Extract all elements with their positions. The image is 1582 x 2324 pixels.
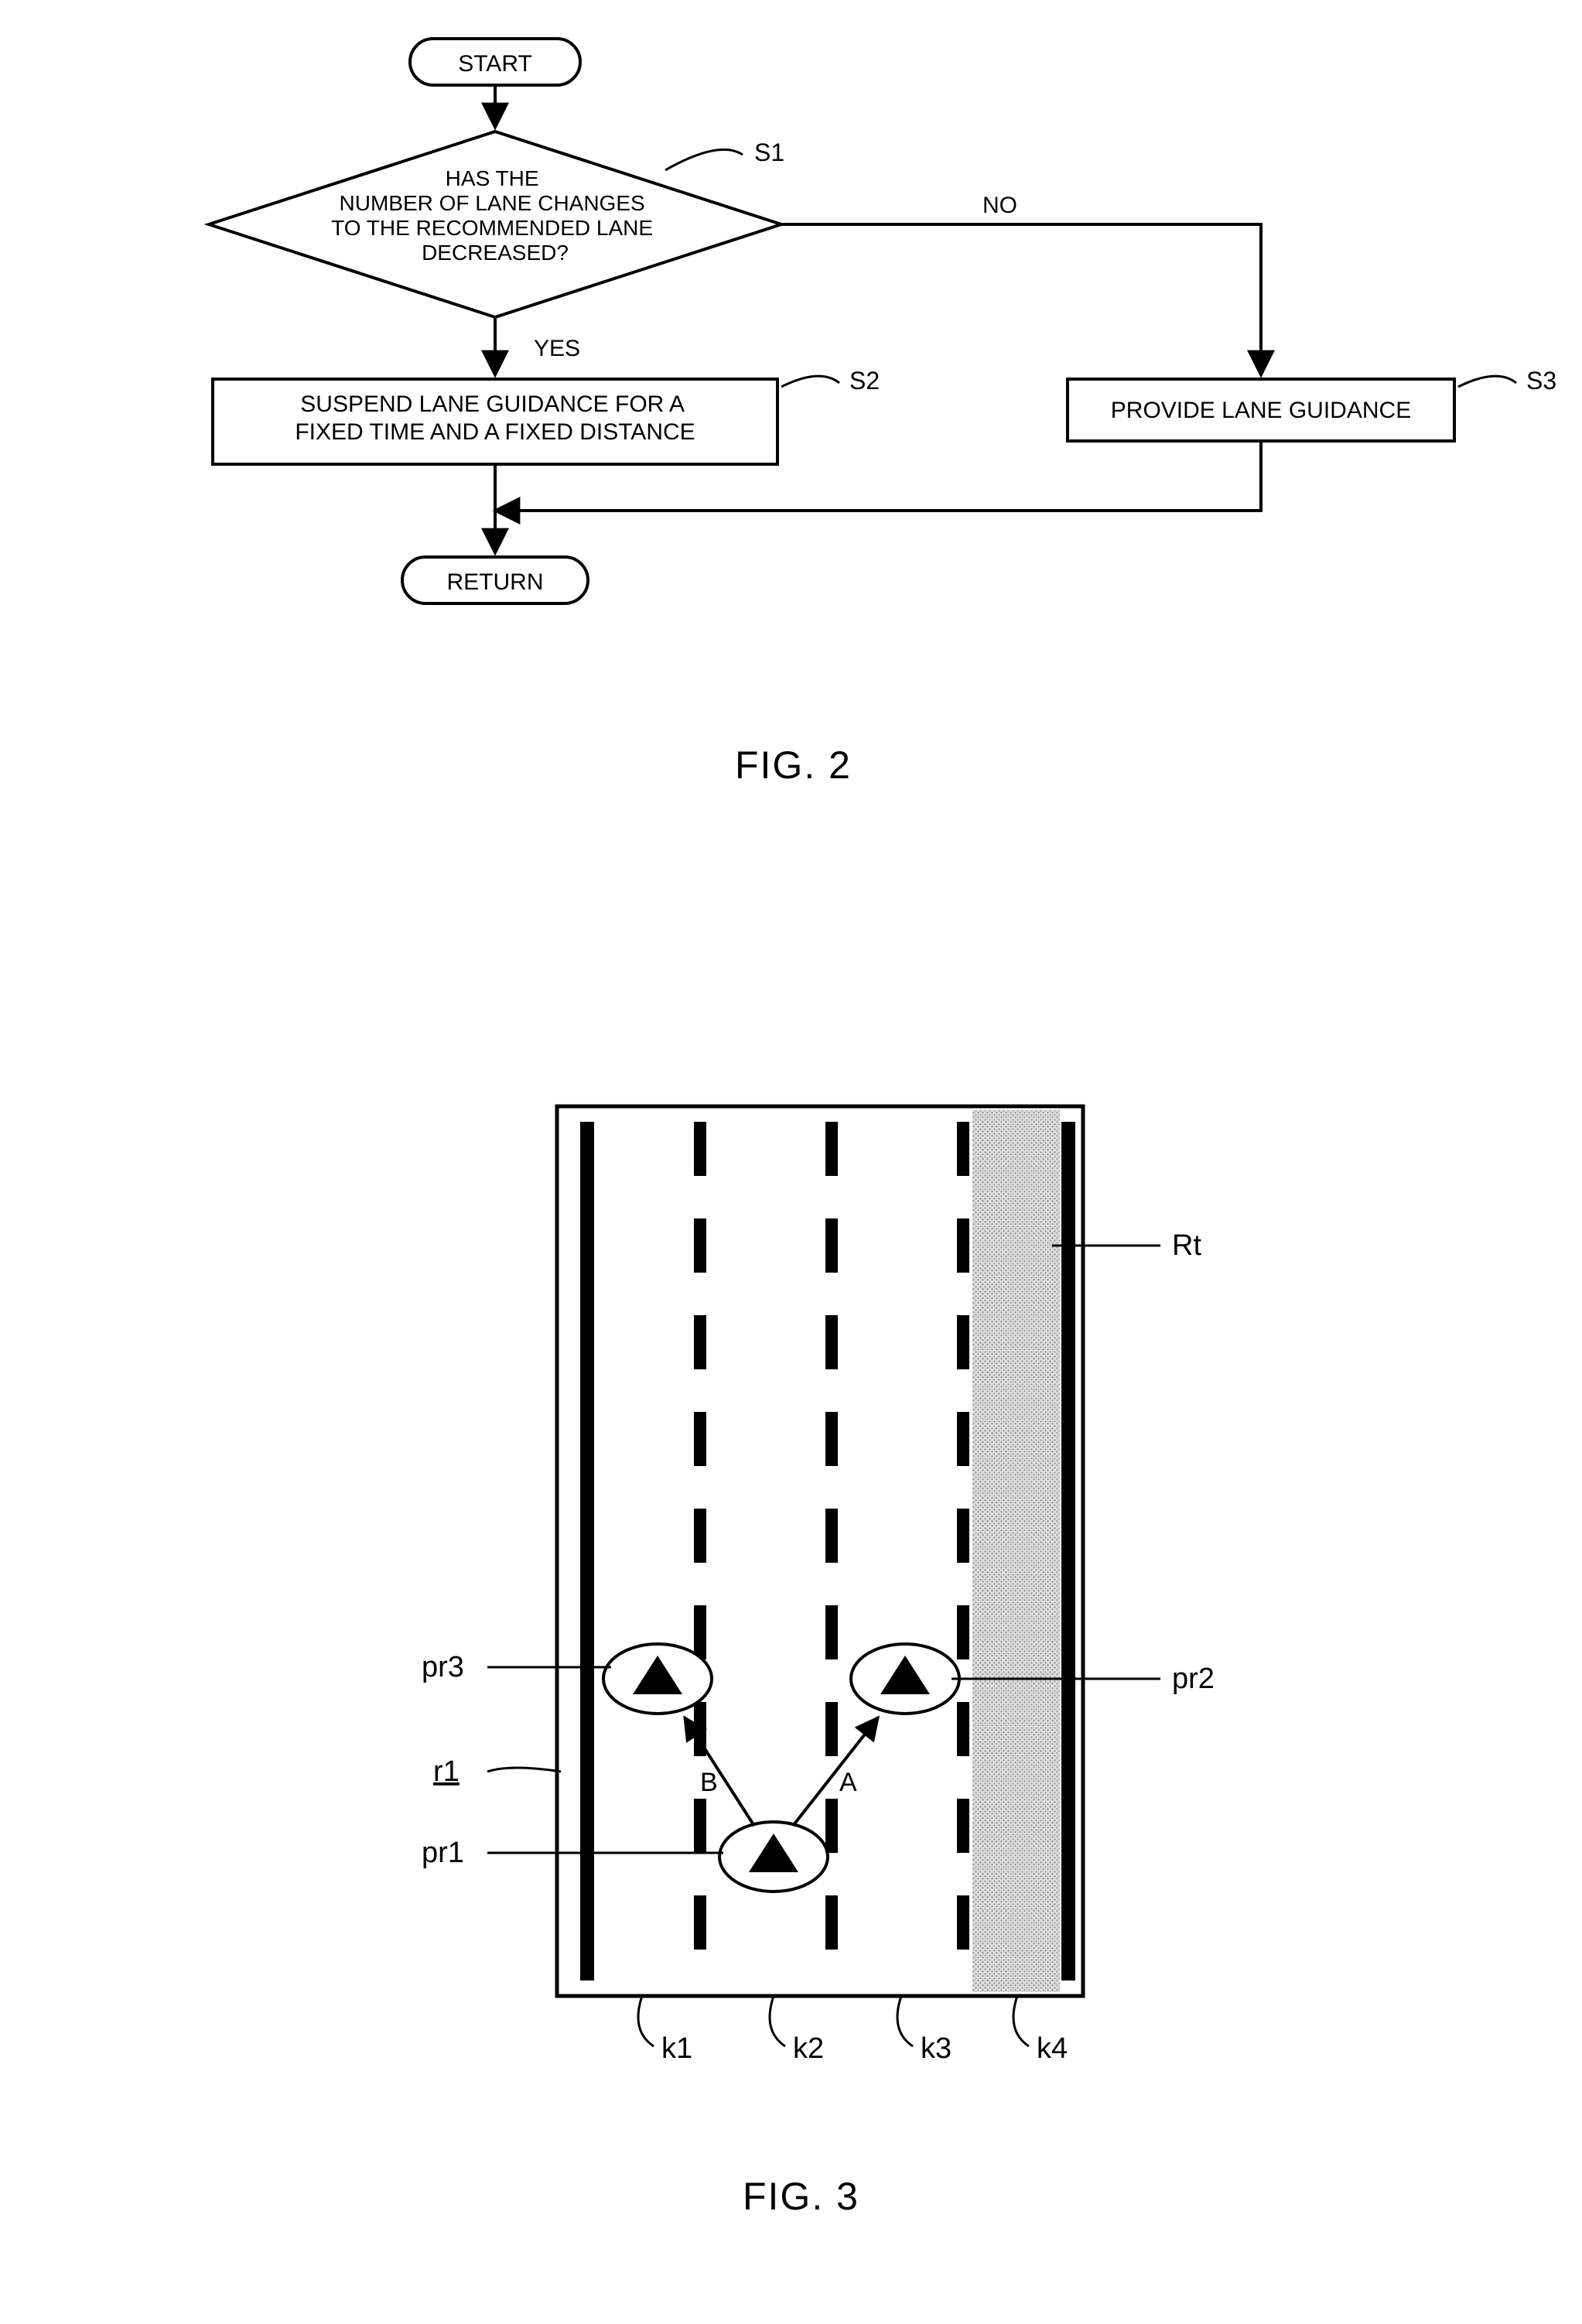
s3-text: PROVIDE LANE GUIDANCE bbox=[1111, 398, 1411, 423]
r1-leader bbox=[487, 1768, 561, 1772]
r1-label: r1 bbox=[433, 1755, 460, 1788]
start-label: START bbox=[458, 51, 532, 77]
rt-label: Rt bbox=[1172, 1229, 1201, 1262]
pr1-label: pr1 bbox=[422, 1837, 464, 1869]
fig2-flowchart: START HAS THE NUMBER OF LANE CHANGES TO … bbox=[0, 0, 1582, 696]
s3-node: PROVIDE LANE GUIDANCE bbox=[1068, 379, 1454, 441]
marker-pr3 bbox=[603, 1644, 712, 1714]
s3-leader bbox=[1458, 376, 1516, 387]
s1-label: S1 bbox=[754, 138, 784, 166]
k1-label: k1 bbox=[661, 2032, 692, 2065]
arrow-B-label: B bbox=[700, 1768, 718, 1797]
recommended-lane-highlight bbox=[972, 1110, 1060, 1992]
pr2-label: pr2 bbox=[1172, 1663, 1215, 1695]
marker-pr2 bbox=[851, 1644, 959, 1714]
start-node: START bbox=[410, 39, 580, 85]
k3-label: k3 bbox=[921, 2032, 952, 2065]
k2-label: k2 bbox=[793, 2032, 824, 2065]
s3-label: S3 bbox=[1526, 367, 1556, 395]
return-node: RETURN bbox=[402, 557, 588, 603]
s2-node: SUSPEND LANE GUIDANCE FOR A FIXED TIME A… bbox=[213, 379, 777, 464]
s1-leader bbox=[665, 149, 743, 170]
edge-no bbox=[781, 224, 1261, 375]
page: START HAS THE NUMBER OF LANE CHANGES TO … bbox=[0, 0, 1582, 2324]
fig3-caption: FIG. 3 bbox=[743, 2174, 859, 2219]
fig2-caption: FIG. 2 bbox=[735, 743, 852, 788]
decision-node: HAS THE NUMBER OF LANE CHANGES TO THE RE… bbox=[209, 132, 781, 317]
fig3-road: A B Rt pr2 pr3 r1 pr1 k1 k2 k3 k4 bbox=[0, 975, 1582, 2213]
k4-leader bbox=[1013, 1996, 1029, 2046]
k4-label: k4 bbox=[1037, 2032, 1068, 2065]
s2-leader bbox=[781, 376, 839, 387]
k1-leader bbox=[638, 1996, 654, 2046]
return-label: RETURN bbox=[447, 569, 544, 595]
pr3-label: pr3 bbox=[422, 1651, 464, 1683]
yes-label: YES bbox=[534, 336, 580, 361]
k2-leader bbox=[770, 1996, 785, 2046]
right-edge-line bbox=[1061, 1122, 1075, 1981]
s2-label: S2 bbox=[849, 367, 880, 395]
arrow-A-label: A bbox=[839, 1768, 857, 1797]
no-label: NO bbox=[982, 193, 1017, 218]
k3-leader bbox=[897, 1996, 913, 2046]
marker-pr1 bbox=[719, 1822, 828, 1892]
